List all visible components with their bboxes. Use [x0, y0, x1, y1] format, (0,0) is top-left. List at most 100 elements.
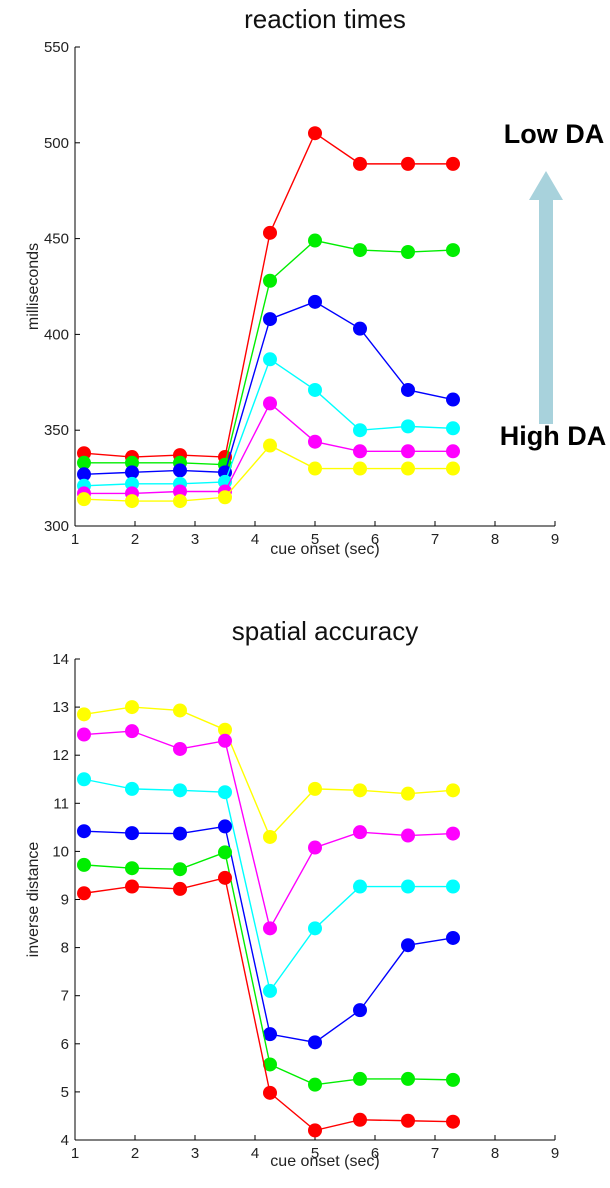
data-point — [125, 781, 139, 796]
data-point — [353, 423, 367, 438]
data-point — [446, 156, 460, 171]
y-tick-label: 10 — [52, 843, 69, 860]
data-point — [125, 476, 139, 491]
x-tick-label: 7 — [431, 531, 439, 548]
data-point — [353, 461, 367, 476]
data-point — [446, 879, 460, 894]
data-point — [77, 492, 91, 507]
arrow-shaft — [539, 200, 553, 424]
data-point — [218, 465, 232, 480]
x-axis-label: cue onset (sec) — [270, 541, 379, 558]
series-line — [83, 706, 454, 839]
data-point — [446, 421, 460, 436]
data-point — [218, 870, 232, 885]
data-point — [353, 1003, 367, 1018]
x-tick-label: 3 — [191, 531, 199, 548]
annotation-high-da: High DA — [500, 421, 606, 451]
data-point — [77, 707, 91, 722]
reaction-times-chart: reaction times 1 2 3 4 5 6 7 8 9 300 350 400 450 500 55… — [25, 4, 606, 558]
y-tick-label: 550 — [44, 39, 69, 56]
data-point — [308, 233, 322, 248]
series-line — [83, 730, 454, 931]
data-point — [173, 741, 187, 756]
data-point — [308, 1077, 322, 1092]
x-tick-label: 8 — [491, 1145, 499, 1162]
x-axis-label: cue onset (sec) — [270, 1153, 379, 1170]
data-point — [263, 1085, 277, 1100]
y-tick-label: 6 — [61, 1036, 69, 1053]
data-point — [446, 1072, 460, 1087]
data-point — [263, 1057, 277, 1072]
data-point — [173, 463, 187, 478]
data-point — [77, 886, 91, 901]
y-tick-label: 11 — [53, 795, 69, 812]
data-point — [401, 938, 415, 953]
data-point — [173, 881, 187, 896]
x-tick-label: 9 — [551, 531, 559, 548]
data-point — [125, 700, 139, 715]
data-point — [308, 294, 322, 309]
data-point — [308, 126, 322, 141]
data-point — [125, 879, 139, 894]
y-tick-label: 450 — [44, 231, 69, 248]
data-point — [353, 879, 367, 894]
data-point — [308, 434, 322, 449]
data-point — [446, 392, 460, 407]
data-point — [401, 828, 415, 843]
data-point — [125, 826, 139, 841]
y-tick-label: 13 — [52, 699, 69, 716]
data-point — [401, 419, 415, 434]
y-tick-label: 5 — [61, 1084, 69, 1101]
data-point — [446, 826, 460, 841]
data-point — [173, 484, 187, 499]
data-point — [308, 921, 322, 936]
data-point — [401, 786, 415, 801]
data-point — [218, 733, 232, 748]
y-axis-label: inverse distance — [25, 842, 42, 958]
data-point — [446, 243, 460, 258]
data-point — [173, 826, 187, 841]
y-tick-label: 350 — [44, 422, 69, 439]
data-point — [263, 225, 277, 240]
data-point — [353, 444, 367, 459]
data-point — [401, 1113, 415, 1128]
x-tick-label: 4 — [251, 531, 259, 548]
x-tick-label: 2 — [131, 1145, 139, 1162]
annotation-low-da: Low DA — [504, 119, 605, 149]
chart-title: spatial accuracy — [232, 616, 418, 646]
data-point — [173, 494, 187, 509]
data-point — [218, 490, 232, 505]
data-point — [401, 444, 415, 459]
y-tick-label: 14 — [52, 651, 69, 668]
x-tick-label: 2 — [131, 531, 139, 548]
data-point — [446, 783, 460, 798]
data-point — [263, 312, 277, 327]
y-tick-label: 400 — [44, 326, 69, 343]
data-point — [353, 1071, 367, 1086]
data-point — [308, 781, 322, 796]
x-tick-label: 5 — [311, 531, 319, 548]
data-point — [77, 727, 91, 742]
x-tick-label: 5 — [311, 1145, 319, 1162]
data-point — [263, 921, 277, 936]
data-point — [401, 156, 415, 171]
data-point — [263, 396, 277, 411]
data-point — [77, 772, 91, 787]
data-point — [446, 444, 460, 459]
data-point — [401, 1071, 415, 1086]
data-point — [263, 273, 277, 288]
data-point — [263, 438, 277, 453]
x-tick-label: 8 — [491, 531, 499, 548]
data-point — [353, 321, 367, 336]
data-point — [218, 785, 232, 800]
data-point — [401, 461, 415, 476]
x-tick-label: 6 — [371, 531, 379, 548]
data-point — [218, 819, 232, 834]
data-point — [218, 722, 232, 737]
data-point — [446, 930, 460, 945]
data-point — [77, 446, 91, 461]
data-point — [353, 825, 367, 840]
series-line — [83, 358, 454, 487]
